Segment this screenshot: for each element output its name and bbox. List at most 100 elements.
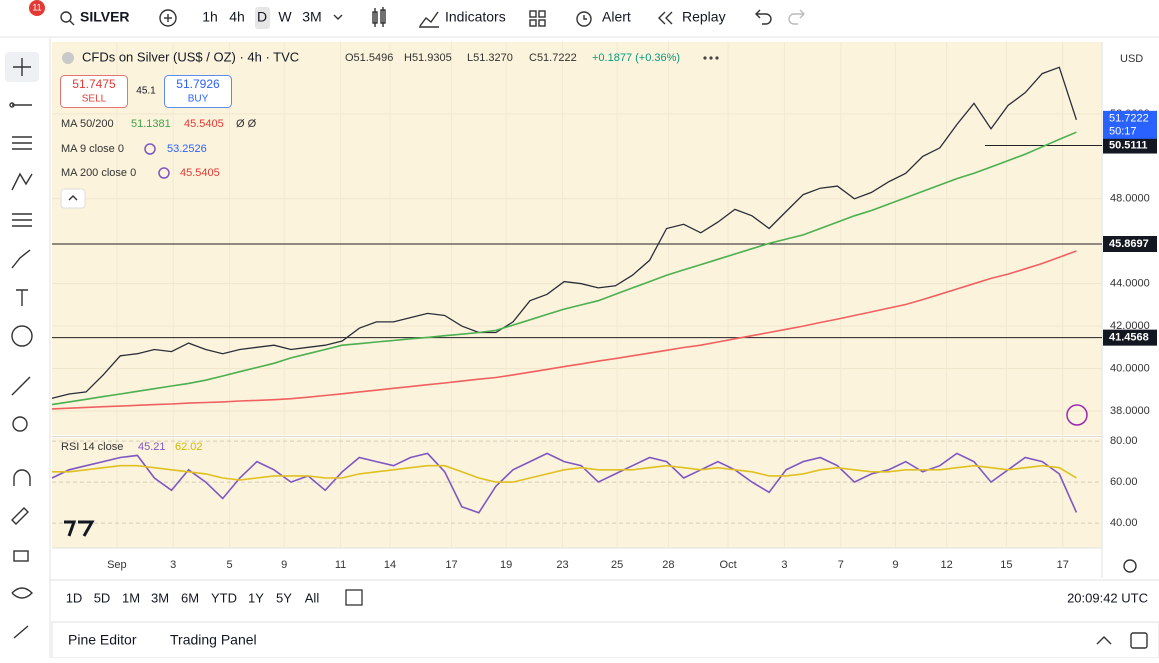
logo — [64, 520, 95, 537]
tab[interactable]: Pine Editor — [68, 632, 137, 648]
indicators-icon[interactable] — [419, 11, 439, 28]
ma-label: MA 50/200 — [61, 118, 114, 130]
buy-button[interactable] — [164, 75, 232, 108]
open: O51.5496 — [345, 52, 393, 64]
range-button[interactable]: 1D — [66, 590, 83, 605]
date-range-icon[interactable] — [345, 589, 363, 606]
tab[interactable]: Trading Panel — [170, 632, 257, 648]
ma9-label: MA 9 close 0 — [61, 143, 124, 155]
range-button[interactable]: 5D — [94, 590, 111, 605]
ma200-value: 45.5405 — [184, 118, 224, 130]
x-tick-label: 9 — [281, 559, 287, 571]
y-tick-label: 38.0000 — [1110, 405, 1150, 417]
level-tag — [1103, 236, 1157, 253]
ma200-label: MA 200 close 0 — [61, 167, 136, 179]
replay-icon[interactable] — [658, 11, 673, 25]
alert[interactable]: Alert — [602, 9, 631, 25]
badge — [29, 0, 45, 16]
sidebar — [0, 38, 50, 658]
rsi-value: 45.21 — [138, 441, 166, 453]
x-tick-label: 11 — [335, 559, 346, 571]
interval[interactable]: 4h — [229, 9, 245, 25]
chart-type[interactable] — [372, 7, 386, 27]
interval[interactable]: W — [278, 9, 292, 25]
y-tick-label: 44.0000 — [1110, 278, 1150, 290]
chart-title: CFDs on Silver (US$ / OZ) · 4h · TVC — [82, 49, 299, 64]
x-tick-label: 23 — [556, 559, 568, 571]
ma9-value: 53.2526 — [167, 143, 207, 155]
range-button[interactable]: All — [305, 590, 320, 605]
interval[interactable]: 3M — [302, 9, 321, 25]
x-tick-label: 17 — [445, 559, 457, 571]
lightning-icon[interactable] — [1066, 404, 1088, 426]
y-tick-label: 42.0000 — [1110, 320, 1150, 332]
x-tick-label: Oct — [720, 559, 737, 571]
x-tick-label: 3 — [781, 559, 787, 571]
low: L51.3270 — [467, 52, 513, 64]
replay[interactable]: Replay — [682, 9, 726, 25]
refresh-icon[interactable] — [144, 143, 156, 155]
x-tick-label: 5 — [226, 559, 232, 571]
interval-active — [255, 7, 270, 29]
level-label: 45.8697 — [1109, 238, 1149, 250]
high: H51.9305 — [404, 52, 452, 64]
rsi-ma-value: 62.02 — [175, 441, 203, 453]
range-button[interactable]: YTD — [211, 590, 237, 605]
range-button[interactable]: 6M — [181, 590, 199, 605]
ma200-close-value: 45.5405 — [180, 167, 220, 179]
indicators[interactable]: Indicators — [445, 9, 506, 25]
x-tick-label: 14 — [384, 559, 396, 571]
series-line — [51, 250, 1077, 410]
sell-price[interactable]: 51.7475 — [72, 77, 116, 91]
more[interactable] — [703, 56, 719, 60]
interval-menu[interactable] — [333, 14, 343, 20]
tool-icons[interactable] — [9, 58, 33, 639]
buy-label[interactable]: BUY — [188, 94, 209, 105]
badge-count: 11 — [32, 2, 41, 12]
redo[interactable] — [788, 9, 805, 25]
rsi-pane — [52, 438, 1102, 548]
y-tick-label: 60.00 — [1110, 476, 1138, 488]
level-tag — [1103, 137, 1157, 154]
collapse-legend[interactable] — [60, 188, 86, 209]
last-price-tag — [1103, 110, 1157, 139]
add-symbol[interactable] — [159, 9, 177, 27]
level-label: 50.5111 — [1109, 139, 1148, 151]
symbol[interactable]: SILVER — [80, 9, 130, 25]
alert-icon[interactable] — [576, 11, 592, 27]
interval[interactable]: 1h — [202, 9, 218, 25]
series-line — [51, 452, 1078, 514]
range-button[interactable]: 5Y — [276, 590, 292, 605]
range-button[interactable]: 1Y — [248, 590, 264, 605]
currency[interactable]: USD — [1120, 53, 1143, 65]
sell-label[interactable]: SELL — [82, 94, 107, 105]
x-tick-label: 7 — [838, 559, 844, 571]
ma50-value: 51.1381 — [131, 118, 171, 130]
sell-button[interactable] — [60, 75, 128, 108]
range-button[interactable]: 1M — [122, 590, 140, 605]
x-tick-label: 25 — [611, 559, 623, 571]
x-tick-label: Sep — [107, 559, 127, 571]
ma-flags: Ø Ø — [236, 118, 257, 130]
x-tick-label: 28 — [662, 559, 674, 571]
settings-icon[interactable] — [1123, 559, 1137, 573]
undo[interactable] — [755, 9, 772, 25]
symbol-logo — [62, 52, 74, 64]
clock: 20:09:42 UTC — [1067, 590, 1148, 605]
interval[interactable]: D — [257, 9, 267, 25]
search-icon[interactable] — [60, 11, 75, 26]
level-label: 41.4568 — [1109, 332, 1149, 344]
expand-panel[interactable] — [1096, 636, 1112, 645]
x-tick-label: 3 — [170, 559, 176, 571]
countdown: 50:17 — [1109, 126, 1137, 138]
y-tick-label: 40.00 — [1110, 517, 1138, 529]
range-button[interactable]: 3M — [151, 590, 169, 605]
maximize[interactable] — [1130, 632, 1148, 649]
refresh-icon[interactable] — [158, 167, 170, 179]
x-tick-label: 12 — [941, 559, 953, 571]
last-price: 51.7222 — [1109, 113, 1149, 125]
y-tick-label: 48.0000 — [1110, 193, 1150, 205]
layout-icon[interactable] — [529, 10, 546, 27]
buy-price[interactable]: 51.7926 — [176, 77, 220, 91]
